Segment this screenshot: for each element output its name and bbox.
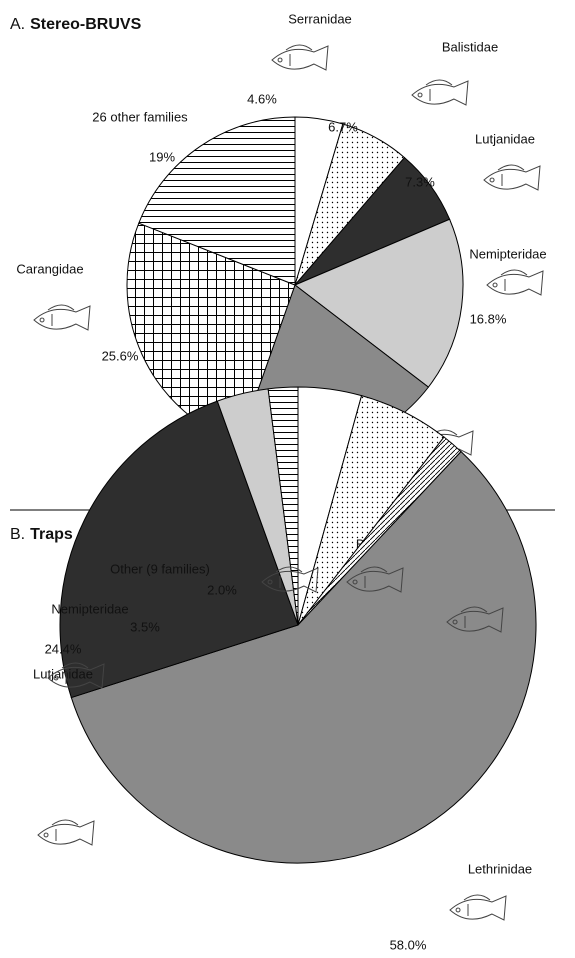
slice-name: Other (9 families) xyxy=(110,561,210,576)
value-label: 58.0% xyxy=(390,937,427,952)
value-label: 16.8% xyxy=(470,311,507,326)
fish-icon xyxy=(33,304,91,331)
value-label: 6.7% xyxy=(328,119,358,134)
panel-title: B. Traps xyxy=(10,526,73,543)
slice-name: Nemipteridae xyxy=(51,601,128,616)
value-label: 2.0% xyxy=(207,582,237,597)
fish-icon xyxy=(416,429,474,456)
pie-slice xyxy=(70,450,537,864)
slice-name: Serranidae xyxy=(288,11,352,26)
fish-icon xyxy=(346,566,404,593)
slice-name: Carangidae xyxy=(16,261,83,276)
value-label: 19% xyxy=(149,149,175,164)
pie-slice xyxy=(294,218,464,388)
fish-icon xyxy=(411,79,469,106)
slice-name: Balistidae xyxy=(442,39,498,54)
pie-slice xyxy=(267,386,299,626)
value-label: 24.4% xyxy=(45,641,82,656)
panel-label: B. xyxy=(10,526,25,543)
title: Traps xyxy=(30,526,73,543)
value-label: 7.3% xyxy=(405,174,435,189)
value-label: 25.6% xyxy=(102,348,139,363)
fish-icon xyxy=(449,894,507,921)
panel-title: A. Stereo-BRUVS xyxy=(10,16,142,33)
value-label: 4.6% xyxy=(247,91,277,106)
fish-icon xyxy=(271,44,329,71)
pie-slice xyxy=(59,400,299,699)
panel-label: A. xyxy=(10,16,25,33)
pie-slice xyxy=(138,116,296,286)
slice-name: Nemipteridae xyxy=(469,246,546,261)
fish-icon xyxy=(47,662,105,689)
fish-icon xyxy=(486,269,544,296)
fish-icon xyxy=(37,819,95,846)
title: Stereo-BRUVS xyxy=(30,16,141,33)
slice-name: Lethrinidae xyxy=(468,861,532,876)
slice-name: Lutjanidae xyxy=(475,131,535,146)
fish-icon xyxy=(261,566,319,593)
slice-name: 26 other families xyxy=(92,109,188,124)
fish-icon xyxy=(446,606,504,633)
value-label: 3.5% xyxy=(130,619,160,634)
fish-icon xyxy=(483,164,541,191)
